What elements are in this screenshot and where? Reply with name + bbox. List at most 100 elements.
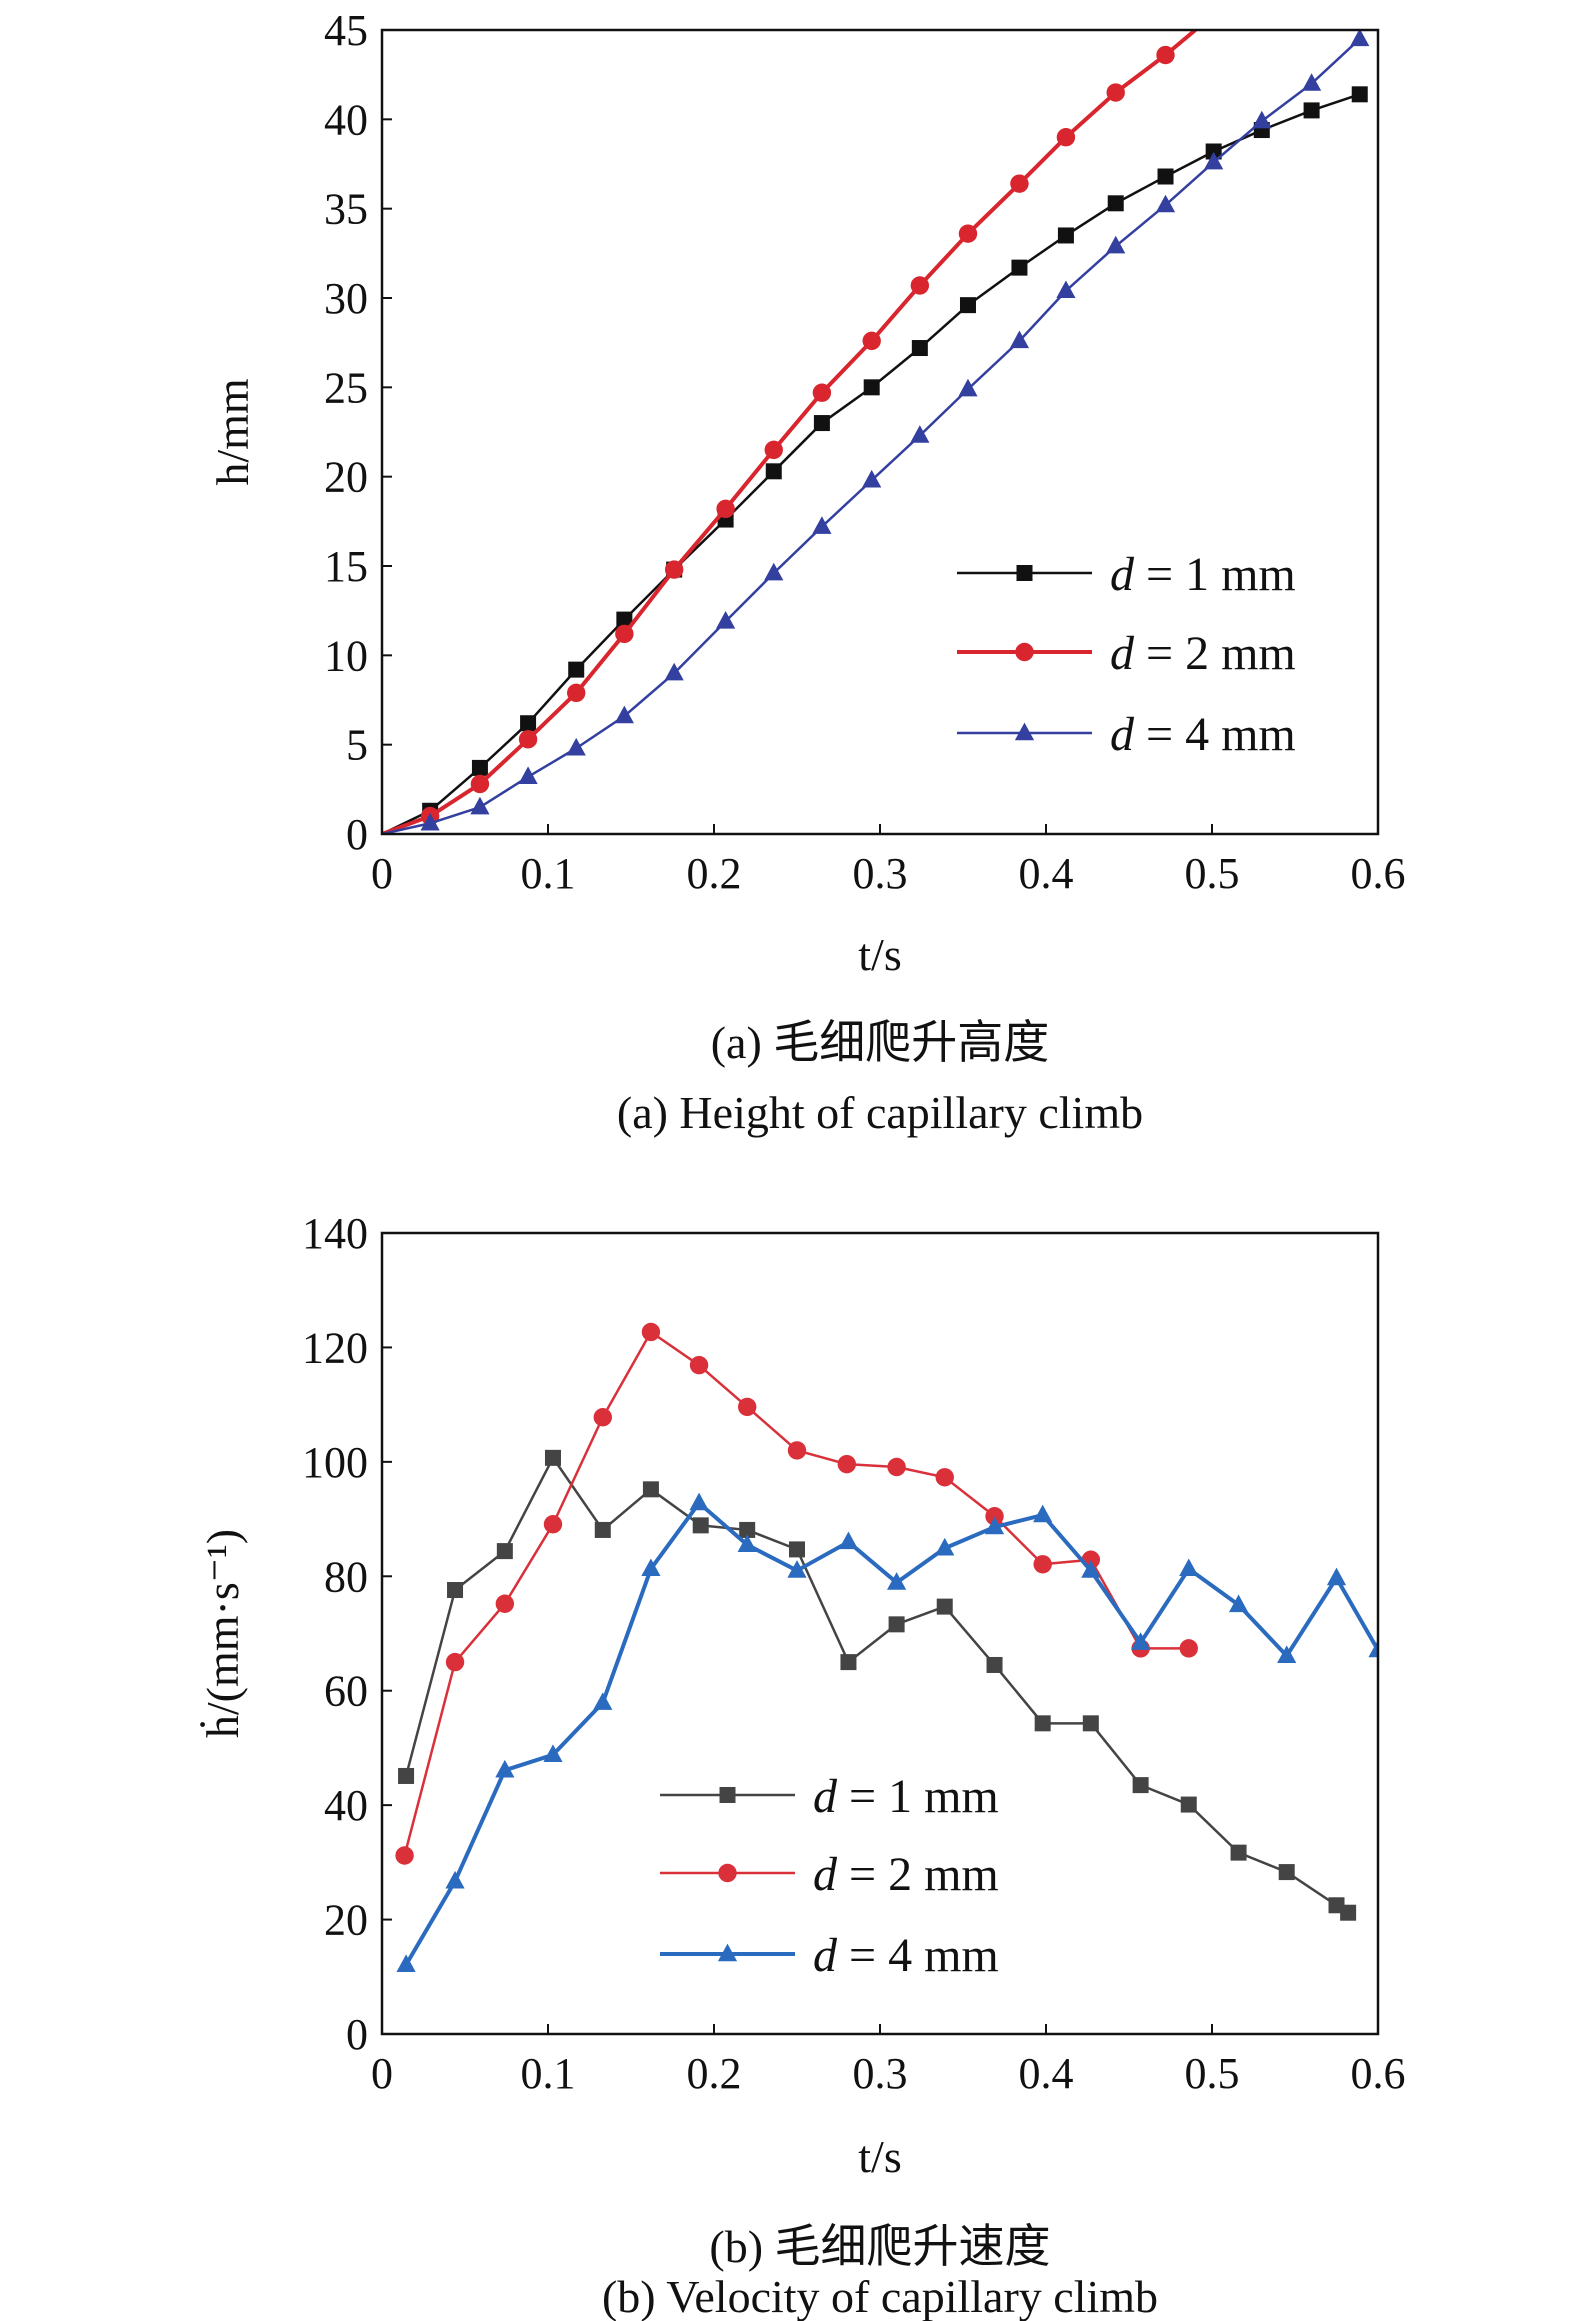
data-point (935, 1468, 954, 1487)
data-point (838, 1531, 859, 1550)
data-point (568, 661, 585, 678)
data-point (739, 1521, 756, 1538)
data-point (1157, 168, 1174, 185)
data-point (716, 499, 735, 519)
data-point (616, 611, 633, 628)
y-tick-label: 5 (346, 721, 368, 770)
legend-marker (1014, 722, 1035, 741)
data-point (1106, 235, 1126, 254)
data-point (862, 331, 881, 351)
data-point (1155, 194, 1176, 213)
y-tick-label: 35 (324, 185, 368, 234)
y-tick-label: 30 (324, 274, 368, 323)
series-1 (398, 1449, 1357, 1921)
data-point (1057, 227, 1074, 244)
chart-b-velocity: 0 0.1 0.2 0.3 0.4 0.5 0.6 0 20 40 60 80 100 120 140 t/s… (197, 1209, 1406, 2321)
data-point (1132, 1777, 1149, 1794)
data-point (887, 1457, 906, 1477)
data-point (1107, 195, 1124, 212)
legend-label: d = 4 mm (1110, 708, 1296, 761)
x-axis-label: t/s (858, 2131, 901, 2182)
x-tick-label: 0.2 (687, 849, 742, 898)
legend-label: d = 4 mm (813, 1929, 999, 1982)
data-point (1131, 1632, 1151, 1650)
data-point (470, 774, 490, 794)
data-point (764, 440, 783, 460)
legend-marker (717, 1943, 738, 1962)
data-point (862, 469, 882, 488)
data-point (1303, 102, 1320, 119)
data-point (1340, 1904, 1357, 1921)
data-point (986, 1656, 1003, 1673)
x-tick-label: 0.2 (687, 2049, 742, 2098)
data-point (764, 562, 784, 581)
data-point (716, 610, 736, 629)
data-point (396, 1954, 416, 1972)
data-point (471, 759, 488, 776)
data-point (985, 1507, 1004, 1526)
y-tick-label: 40 (324, 95, 368, 144)
data-point (594, 1521, 611, 1538)
data-point (935, 1537, 955, 1556)
x-tick-label: 0.6 (1351, 849, 1406, 898)
data-point (1056, 128, 1076, 147)
x-tick-label: 0.6 (1351, 2049, 1406, 2098)
x-axis-label: t/s (858, 929, 901, 980)
y-axis-label: h/mm (207, 378, 258, 486)
data-point (1179, 1639, 1198, 1658)
data-point (984, 1516, 1005, 1535)
y-tick-label: 40 (324, 1781, 368, 1830)
data-point (543, 1744, 563, 1762)
series-3 (396, 1492, 1378, 1972)
data-point (958, 378, 978, 397)
x-tick-label: 0.5 (1185, 849, 1240, 898)
data-point (787, 1441, 807, 1460)
data-point (518, 730, 538, 749)
data-point (543, 1515, 563, 1534)
legend-label: d = 2 mm (813, 1848, 999, 1901)
data-point (863, 379, 880, 396)
caption-chinese: (a) 毛细爬升高度 (711, 1017, 1050, 1068)
x-tick-label: 0.3 (853, 2049, 908, 2098)
data-point (1368, 1639, 1378, 1658)
data-point (641, 1558, 661, 1577)
data-point (496, 1543, 513, 1560)
y-tick-label: 10 (324, 631, 368, 680)
legend-marker (719, 1787, 736, 1803)
legend-marker (1015, 642, 1034, 662)
data-point (1302, 73, 1322, 91)
data-point (520, 715, 537, 732)
legend-label: d = 1 mm (813, 1770, 999, 1823)
series-2 (395, 1322, 1198, 1865)
data-point (1277, 1645, 1297, 1664)
x-tick-label: 0.1 (521, 2049, 576, 2098)
legend-item: d = 4 mm (660, 1929, 999, 1982)
x-tick-label: 0 (371, 2049, 393, 2098)
caption-english: (b) Velocity of capillary climb (602, 2271, 1158, 2321)
data-point (888, 1616, 905, 1633)
data-point (812, 383, 832, 402)
legend-item: d = 2 mm (957, 627, 1296, 680)
data-point (910, 425, 930, 443)
data-point (1180, 1796, 1197, 1813)
y-tick-label: 15 (324, 542, 368, 591)
series-line (403, 1330, 1189, 1856)
data-point (398, 1767, 415, 1784)
data-point (1106, 83, 1125, 102)
data-point (567, 683, 586, 703)
data-point (1010, 174, 1029, 193)
data-point (840, 1654, 857, 1671)
data-point (642, 1481, 659, 1498)
data-point (1278, 1864, 1295, 1881)
data-point (738, 1397, 757, 1417)
legend-item: d = 1 mm (660, 1770, 999, 1823)
legend-label: d = 2 mm (1110, 627, 1296, 680)
data-point (614, 705, 634, 724)
data-point (566, 737, 586, 756)
data-point (765, 463, 782, 480)
data-point (447, 1582, 464, 1599)
data-point (1326, 1567, 1347, 1586)
data-point (787, 1560, 807, 1578)
data-point (664, 560, 684, 579)
